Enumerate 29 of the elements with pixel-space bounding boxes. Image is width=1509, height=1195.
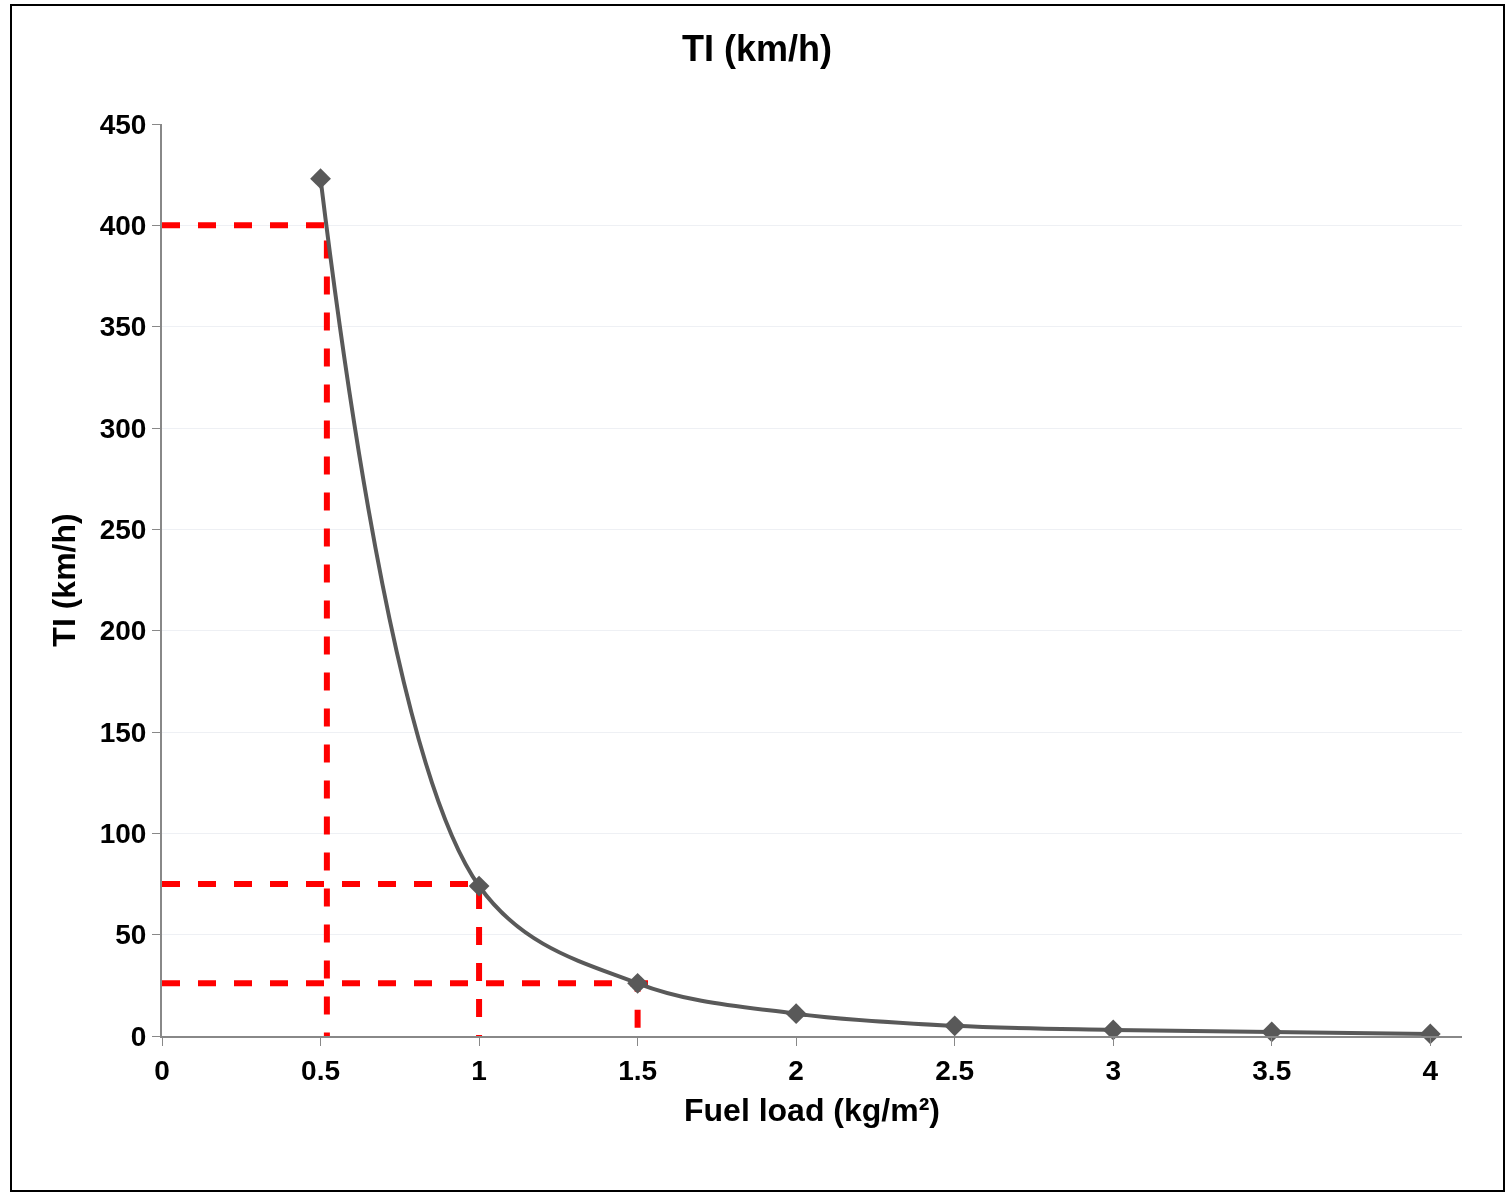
y-tick-label: 200 bbox=[99, 615, 147, 647]
point bbox=[1102, 1019, 1124, 1041]
point bbox=[785, 1003, 807, 1025]
y-tick-label: 300 bbox=[99, 412, 147, 444]
y-tick-label: 450 bbox=[99, 108, 147, 140]
x-tick-label: 1.5 bbox=[618, 1054, 658, 1086]
point bbox=[468, 875, 490, 897]
y-tick-label: 350 bbox=[99, 311, 147, 343]
x-tick-label: 0 bbox=[154, 1054, 170, 1086]
y-tick-label: 100 bbox=[99, 818, 147, 850]
y-tick-label: 250 bbox=[99, 514, 147, 546]
y-tick-label: 400 bbox=[99, 210, 147, 242]
point bbox=[310, 168, 331, 190]
y-axis-title: TI (km/h) bbox=[46, 513, 83, 647]
x-tick-label: 4 bbox=[1422, 1054, 1439, 1086]
x-tick-label: 3.5 bbox=[1252, 1054, 1292, 1086]
point bbox=[944, 1015, 966, 1037]
x-tick-label: 3 bbox=[1105, 1054, 1122, 1086]
point bbox=[627, 972, 649, 994]
x-tick-label: 2 bbox=[788, 1054, 804, 1086]
x-tick-label: 0.5 bbox=[301, 1054, 341, 1086]
chart-title: TI (km/h) bbox=[682, 27, 832, 69]
point bbox=[1261, 1021, 1283, 1043]
y-tick-label: 0 bbox=[130, 1020, 147, 1052]
y-tick-label: 50 bbox=[115, 919, 147, 951]
x-tick-label: 2.5 bbox=[935, 1054, 975, 1086]
x-axis-title: Fuel load (kg/m²) bbox=[684, 1092, 940, 1128]
y-tick-label: 150 bbox=[99, 716, 147, 748]
x-tick-label: 1 bbox=[471, 1054, 487, 1086]
